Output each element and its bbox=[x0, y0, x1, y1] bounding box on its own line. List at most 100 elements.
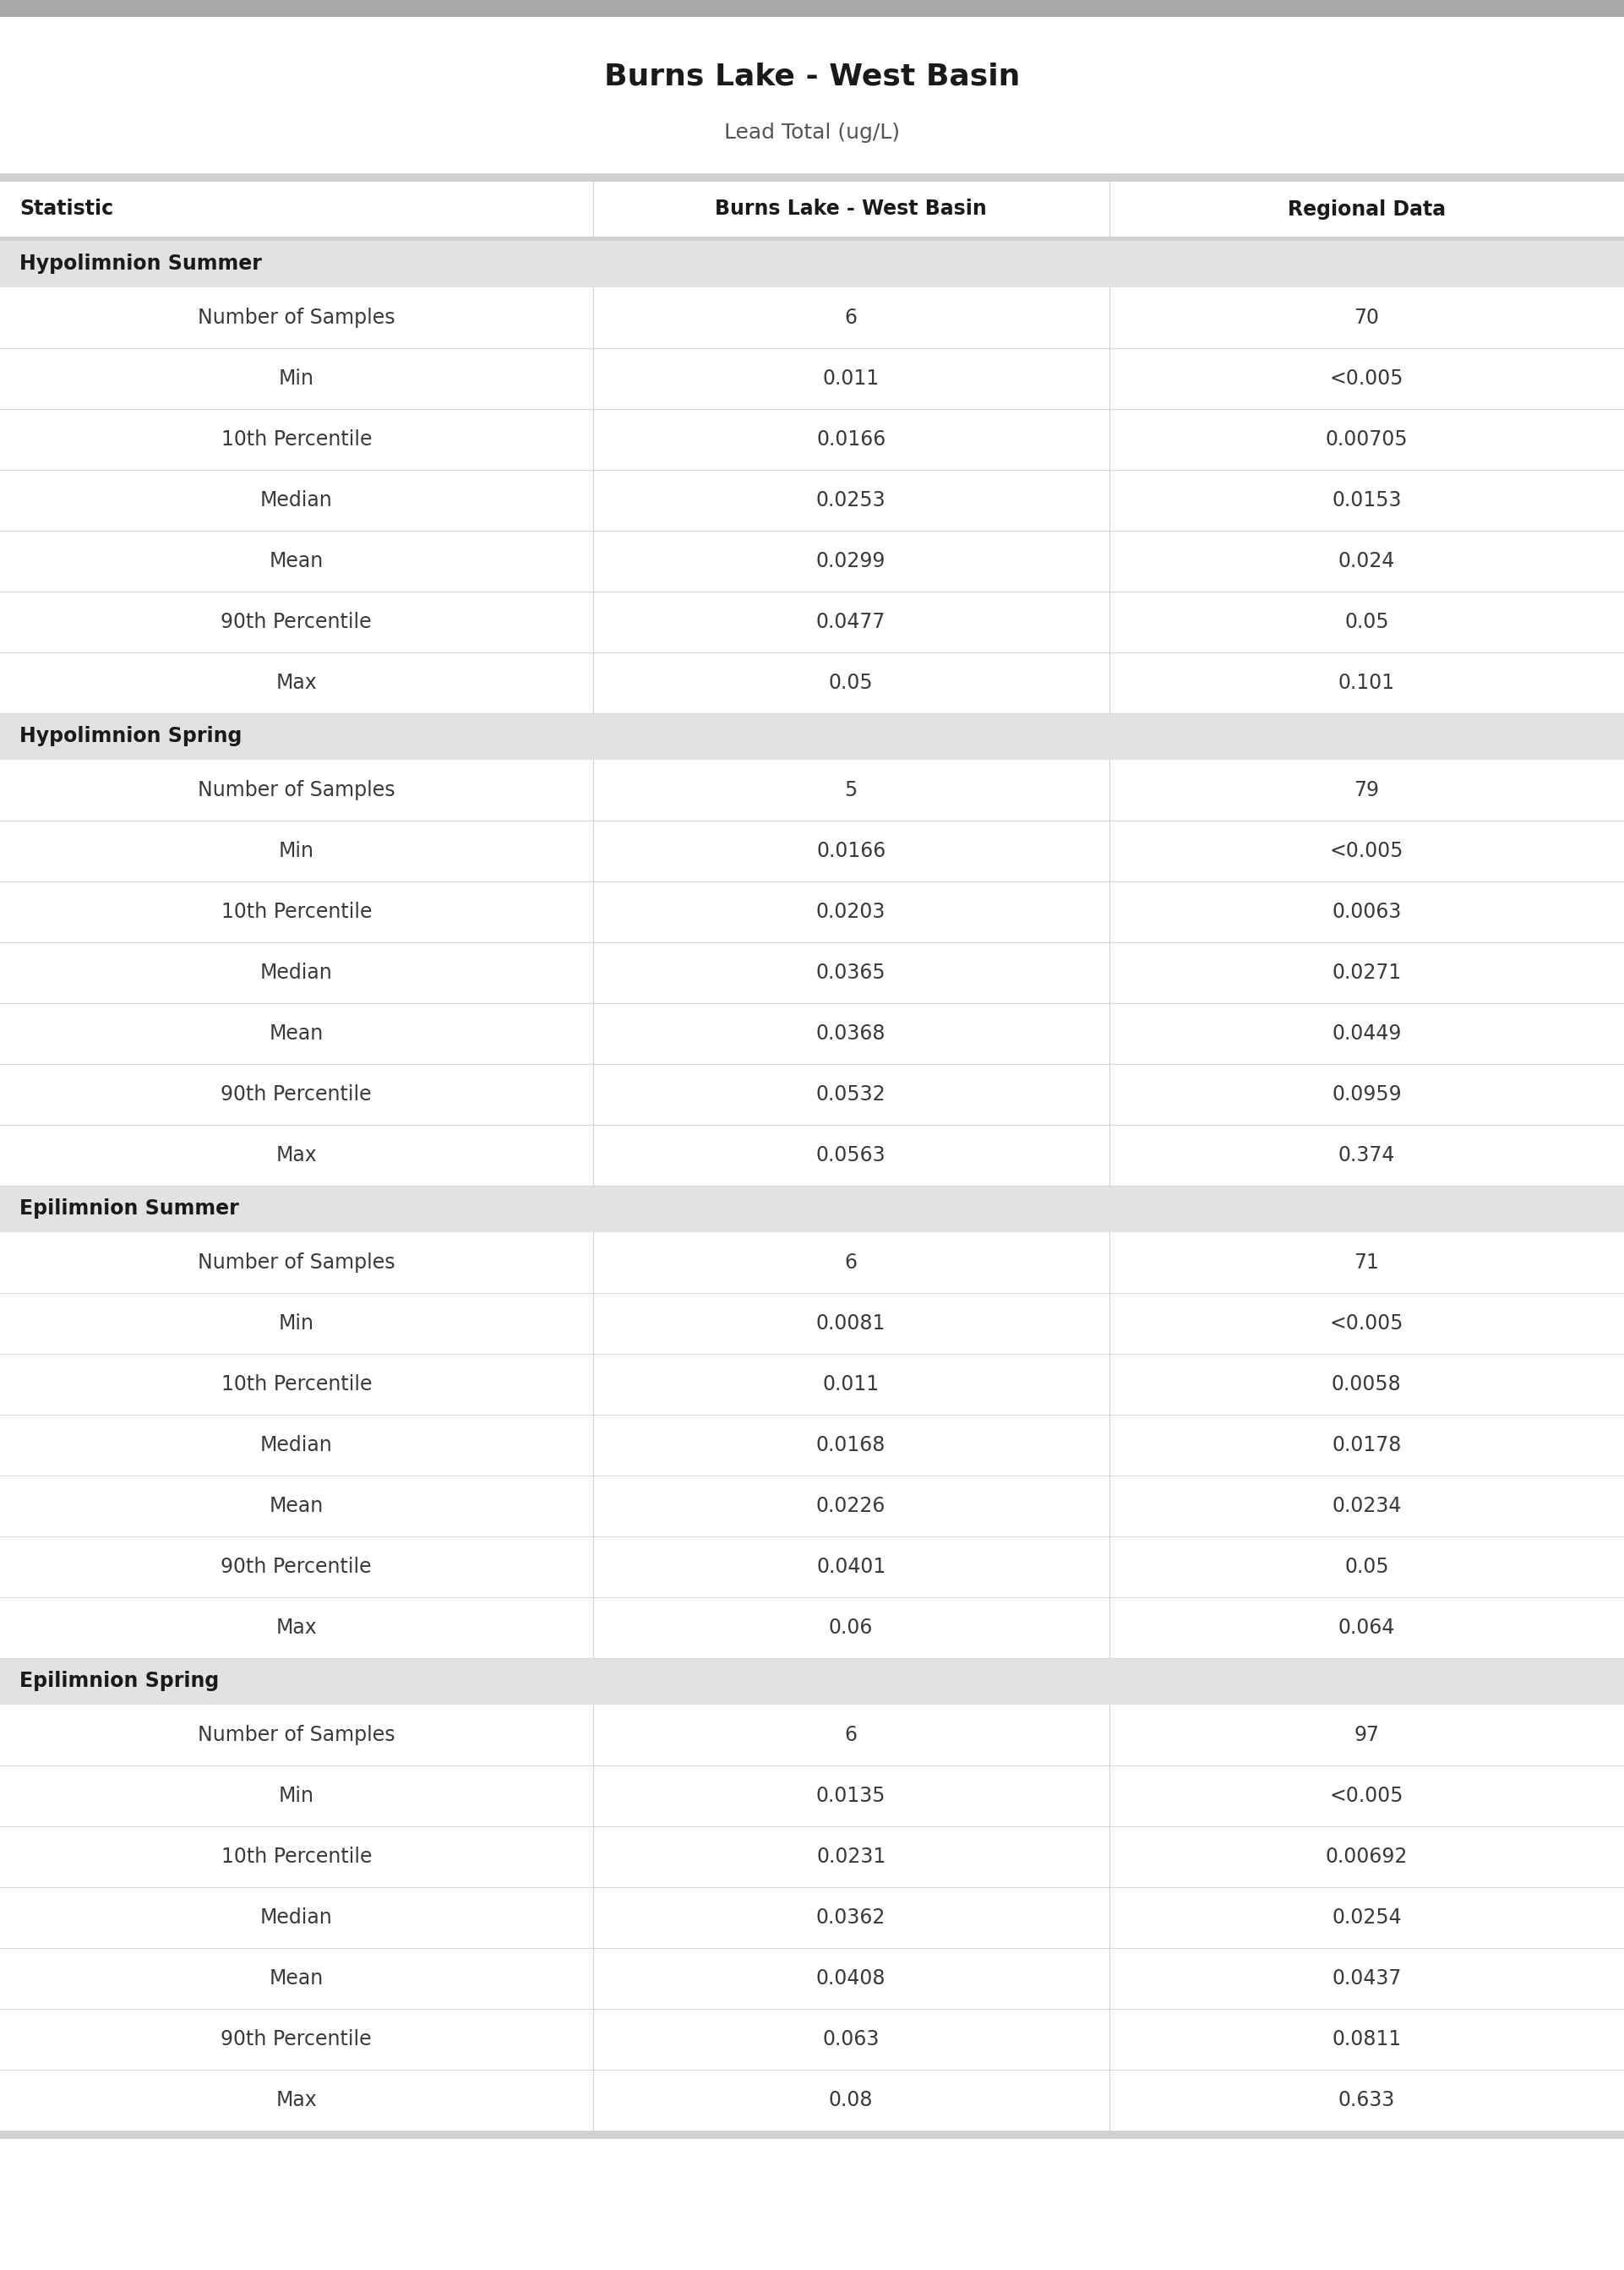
Text: 0.0253: 0.0253 bbox=[817, 490, 885, 511]
Text: 0.374: 0.374 bbox=[1338, 1144, 1395, 1165]
Text: Max: Max bbox=[276, 2091, 317, 2111]
Text: 0.0368: 0.0368 bbox=[817, 1024, 885, 1044]
Text: Number of Samples: Number of Samples bbox=[198, 1253, 395, 1273]
Text: Mean: Mean bbox=[270, 1968, 323, 1989]
Text: 0.05: 0.05 bbox=[1345, 1557, 1389, 1578]
Text: Max: Max bbox=[276, 1619, 317, 1639]
Text: 0.0532: 0.0532 bbox=[817, 1085, 885, 1105]
Text: 0.0166: 0.0166 bbox=[817, 429, 885, 449]
Text: 0.0178: 0.0178 bbox=[1332, 1435, 1402, 1455]
Text: Number of Samples: Number of Samples bbox=[198, 781, 395, 801]
Text: 0.0299: 0.0299 bbox=[817, 552, 885, 572]
Bar bbox=[0, 236, 1624, 241]
Text: 90th Percentile: 90th Percentile bbox=[221, 1557, 372, 1578]
Text: 97: 97 bbox=[1354, 1725, 1379, 1746]
Text: 0.0226: 0.0226 bbox=[817, 1496, 885, 1516]
Text: Lead Total (ug/L): Lead Total (ug/L) bbox=[724, 123, 900, 143]
Text: Median: Median bbox=[260, 490, 333, 511]
Text: 90th Percentile: 90th Percentile bbox=[221, 1085, 372, 1105]
Text: Median: Median bbox=[260, 962, 333, 983]
Text: Hypolimnion Summer: Hypolimnion Summer bbox=[19, 254, 261, 275]
Text: 0.0401: 0.0401 bbox=[817, 1557, 885, 1578]
Text: 0.0811: 0.0811 bbox=[1332, 2029, 1402, 2050]
Text: Hypolimnion Spring: Hypolimnion Spring bbox=[19, 726, 242, 747]
Text: Max: Max bbox=[276, 672, 317, 692]
Text: 0.633: 0.633 bbox=[1338, 2091, 1395, 2111]
Text: Median: Median bbox=[260, 1435, 333, 1455]
Text: 0.064: 0.064 bbox=[1338, 1619, 1395, 1639]
Bar bbox=[0, 713, 1624, 760]
Text: 0.0449: 0.0449 bbox=[1332, 1024, 1402, 1044]
Text: 0.0408: 0.0408 bbox=[817, 1968, 885, 1989]
Text: 0.0437: 0.0437 bbox=[1332, 1968, 1402, 1989]
Text: 0.08: 0.08 bbox=[828, 2091, 874, 2111]
Text: 6: 6 bbox=[844, 309, 857, 327]
Text: <0.005: <0.005 bbox=[1330, 1786, 1403, 1807]
Text: <0.005: <0.005 bbox=[1330, 840, 1403, 860]
Text: 0.0153: 0.0153 bbox=[1332, 490, 1402, 511]
Bar bbox=[0, 1185, 1624, 1233]
Text: Max: Max bbox=[276, 1144, 317, 1165]
Text: 0.011: 0.011 bbox=[823, 368, 879, 388]
Text: 90th Percentile: 90th Percentile bbox=[221, 2029, 372, 2050]
Text: 79: 79 bbox=[1354, 781, 1379, 801]
Text: Min: Min bbox=[279, 368, 313, 388]
Text: 0.011: 0.011 bbox=[823, 1373, 879, 1394]
Text: 0.0081: 0.0081 bbox=[817, 1314, 885, 1332]
Text: 0.0365: 0.0365 bbox=[817, 962, 885, 983]
Text: 6: 6 bbox=[844, 1253, 857, 1273]
Text: 5: 5 bbox=[844, 781, 857, 801]
Text: <0.005: <0.005 bbox=[1330, 1314, 1403, 1332]
Text: 0.063: 0.063 bbox=[822, 2029, 880, 2050]
Bar bbox=[0, 2132, 1624, 2138]
Text: Statistic: Statistic bbox=[19, 200, 114, 220]
Text: 0.0166: 0.0166 bbox=[817, 840, 885, 860]
Text: Number of Samples: Number of Samples bbox=[198, 1725, 395, 1746]
Text: 0.00692: 0.00692 bbox=[1325, 1846, 1408, 1866]
Text: 10th Percentile: 10th Percentile bbox=[221, 901, 372, 922]
Text: 0.024: 0.024 bbox=[1338, 552, 1395, 572]
Text: 0.0231: 0.0231 bbox=[817, 1846, 885, 1866]
Text: 0.0203: 0.0203 bbox=[817, 901, 885, 922]
Text: 0.06: 0.06 bbox=[828, 1619, 874, 1639]
Bar bbox=[0, 241, 1624, 288]
Text: 0.0135: 0.0135 bbox=[817, 1786, 885, 1807]
Text: Burns Lake - West Basin: Burns Lake - West Basin bbox=[604, 61, 1020, 91]
Text: 10th Percentile: 10th Percentile bbox=[221, 1373, 372, 1394]
Text: 0.0959: 0.0959 bbox=[1332, 1085, 1402, 1105]
Text: Burns Lake - West Basin: Burns Lake - West Basin bbox=[715, 200, 987, 220]
Text: 10th Percentile: 10th Percentile bbox=[221, 1846, 372, 1866]
Text: 0.05: 0.05 bbox=[828, 672, 874, 692]
Text: Min: Min bbox=[279, 1314, 313, 1332]
Text: <0.005: <0.005 bbox=[1330, 368, 1403, 388]
Text: 0.0254: 0.0254 bbox=[1332, 1907, 1402, 1927]
Bar bbox=[0, 173, 1624, 182]
Text: Number of Samples: Number of Samples bbox=[198, 309, 395, 327]
Text: Mean: Mean bbox=[270, 552, 323, 572]
Text: Epilimnion Spring: Epilimnion Spring bbox=[19, 1671, 219, 1691]
Text: Min: Min bbox=[279, 1786, 313, 1807]
Text: 0.0477: 0.0477 bbox=[817, 613, 885, 631]
Text: 0.0168: 0.0168 bbox=[817, 1435, 885, 1455]
Text: 0.0271: 0.0271 bbox=[1332, 962, 1402, 983]
Text: Regional Data: Regional Data bbox=[1288, 200, 1445, 220]
Text: Median: Median bbox=[260, 1907, 333, 1927]
Text: 0.0563: 0.0563 bbox=[817, 1144, 885, 1165]
Text: 71: 71 bbox=[1354, 1253, 1379, 1273]
Text: 10th Percentile: 10th Percentile bbox=[221, 429, 372, 449]
Text: Epilimnion Summer: Epilimnion Summer bbox=[19, 1199, 239, 1219]
Text: 0.0063: 0.0063 bbox=[1332, 901, 1402, 922]
Text: 6: 6 bbox=[844, 1725, 857, 1746]
Text: 0.0234: 0.0234 bbox=[1332, 1496, 1402, 1516]
Text: Mean: Mean bbox=[270, 1496, 323, 1516]
Text: 70: 70 bbox=[1354, 309, 1379, 327]
Text: 0.05: 0.05 bbox=[1345, 613, 1389, 631]
Text: Mean: Mean bbox=[270, 1024, 323, 1044]
Text: 0.101: 0.101 bbox=[1338, 672, 1395, 692]
Text: Min: Min bbox=[279, 840, 313, 860]
Text: 0.0362: 0.0362 bbox=[817, 1907, 885, 1927]
Text: 0.0058: 0.0058 bbox=[1332, 1373, 1402, 1394]
Text: 0.00705: 0.00705 bbox=[1325, 429, 1408, 449]
Bar bbox=[0, 0, 1624, 16]
Bar bbox=[0, 1657, 1624, 1705]
